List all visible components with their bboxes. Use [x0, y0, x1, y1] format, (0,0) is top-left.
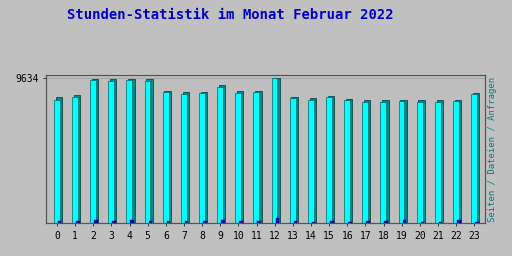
Bar — [236, 93, 241, 223]
Bar — [253, 92, 259, 223]
Bar — [258, 221, 261, 223]
Bar — [237, 91, 243, 223]
Bar — [185, 221, 188, 223]
Bar — [128, 79, 135, 223]
Bar — [421, 221, 424, 223]
Bar — [455, 100, 461, 223]
Bar — [126, 80, 132, 223]
Bar — [380, 102, 386, 223]
Bar — [328, 95, 334, 223]
Bar — [471, 94, 477, 223]
Bar — [217, 87, 223, 223]
Bar — [94, 220, 98, 223]
Bar — [294, 221, 297, 223]
Bar — [110, 79, 116, 223]
Bar — [385, 221, 388, 223]
Bar — [219, 85, 225, 223]
Bar — [181, 94, 187, 223]
Bar — [146, 79, 153, 223]
Bar — [417, 102, 422, 223]
Bar — [131, 220, 134, 223]
Bar — [290, 98, 295, 223]
Bar — [164, 91, 171, 223]
Text: Stunden-Statistik im Monat Februar 2022: Stunden-Statistik im Monat Februar 2022 — [67, 8, 394, 22]
Bar — [400, 100, 407, 223]
Bar — [72, 97, 78, 223]
Bar — [167, 221, 170, 223]
Bar — [326, 97, 332, 223]
Bar — [308, 100, 314, 223]
Bar — [475, 221, 479, 223]
Bar — [346, 99, 352, 223]
Bar — [367, 221, 370, 223]
Bar — [203, 221, 206, 223]
Bar — [90, 80, 96, 223]
Bar — [418, 100, 425, 223]
Bar — [54, 100, 59, 223]
Bar — [457, 220, 461, 223]
Bar — [92, 79, 98, 223]
Bar — [273, 78, 280, 223]
Bar — [201, 92, 207, 223]
Bar — [291, 97, 298, 223]
Bar — [221, 220, 225, 223]
Bar — [74, 95, 80, 223]
Bar — [239, 221, 243, 223]
Bar — [473, 93, 479, 223]
Bar — [76, 221, 79, 223]
Bar — [364, 100, 370, 223]
Bar — [255, 91, 262, 223]
Bar — [398, 101, 404, 223]
Bar — [362, 102, 368, 223]
Bar — [382, 100, 389, 223]
Bar — [199, 93, 205, 223]
Bar — [56, 97, 62, 223]
Bar — [108, 81, 114, 223]
Bar — [310, 98, 316, 223]
Bar — [271, 78, 278, 223]
Bar — [183, 92, 189, 223]
Bar — [330, 221, 333, 223]
Bar — [437, 100, 443, 223]
Bar — [435, 102, 441, 223]
Bar — [348, 221, 352, 223]
Bar — [344, 100, 350, 223]
Bar — [163, 92, 168, 223]
Bar — [148, 221, 152, 223]
Y-axis label: Seiten / Dateien / Anfragen: Seiten / Dateien / Anfragen — [488, 77, 497, 222]
Bar — [112, 221, 116, 223]
Bar — [312, 221, 315, 223]
Bar — [275, 218, 279, 223]
Bar — [144, 81, 151, 223]
Bar — [58, 221, 61, 223]
Bar — [439, 221, 442, 223]
Bar — [402, 220, 406, 223]
Bar — [453, 101, 459, 223]
